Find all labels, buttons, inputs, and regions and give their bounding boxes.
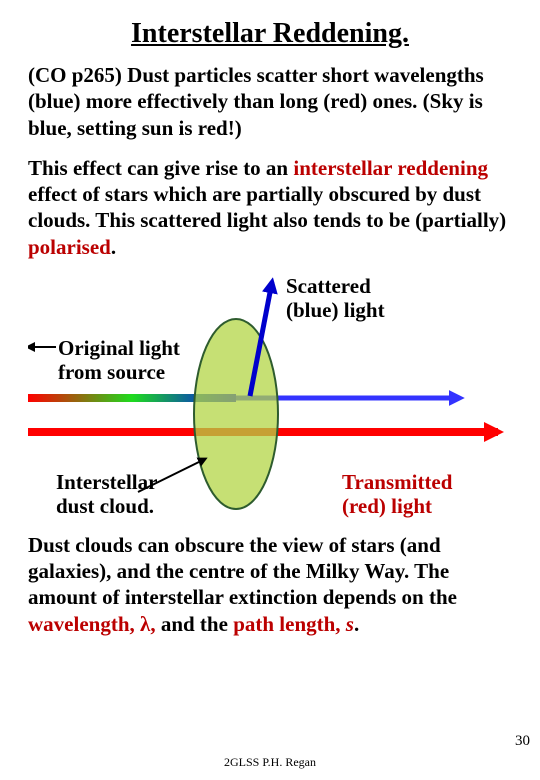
p2-mid: effect of stars which are partially obsc… xyxy=(28,182,506,232)
conclusion-paragraph: Dust clouds can obscure the view of star… xyxy=(28,532,512,637)
page-number: 30 xyxy=(515,733,530,750)
p3-end: . xyxy=(354,612,359,636)
label-original: Original lightfrom source xyxy=(58,336,180,384)
intro-paragraph: (CO p265) Dust particles scatter short w… xyxy=(28,62,512,141)
p3-mid: and the xyxy=(161,612,228,636)
label-cloud: Interstellardust cloud. xyxy=(56,470,157,518)
reddening-diagram: Scattered(blue) light Original lightfrom… xyxy=(28,274,512,524)
p3-pathlength: path length, xyxy=(228,612,346,636)
p2-reddening: interstellar reddening xyxy=(293,156,488,180)
label-scattered: Scattered(blue) light xyxy=(286,274,385,322)
p3-pre: Dust clouds can obscure the view of star… xyxy=(28,533,457,610)
p2-lead: This effect can give rise to an xyxy=(28,156,293,180)
p2-end: . xyxy=(111,235,116,259)
p3-wavelength: wavelength, xyxy=(28,612,140,636)
label-transmitted: Transmitted(red) light xyxy=(342,470,452,518)
p3-s: s xyxy=(346,612,354,636)
footer-credit: 2GLSS P.H. Regan xyxy=(0,755,540,770)
p2-polarised: polarised xyxy=(28,235,111,259)
p3-lambda: λ xyxy=(140,612,150,636)
page-title: Interstellar Reddening. xyxy=(28,18,512,50)
effect-paragraph: This effect can give rise to an interste… xyxy=(28,155,512,260)
p3-comma: , xyxy=(150,612,161,636)
